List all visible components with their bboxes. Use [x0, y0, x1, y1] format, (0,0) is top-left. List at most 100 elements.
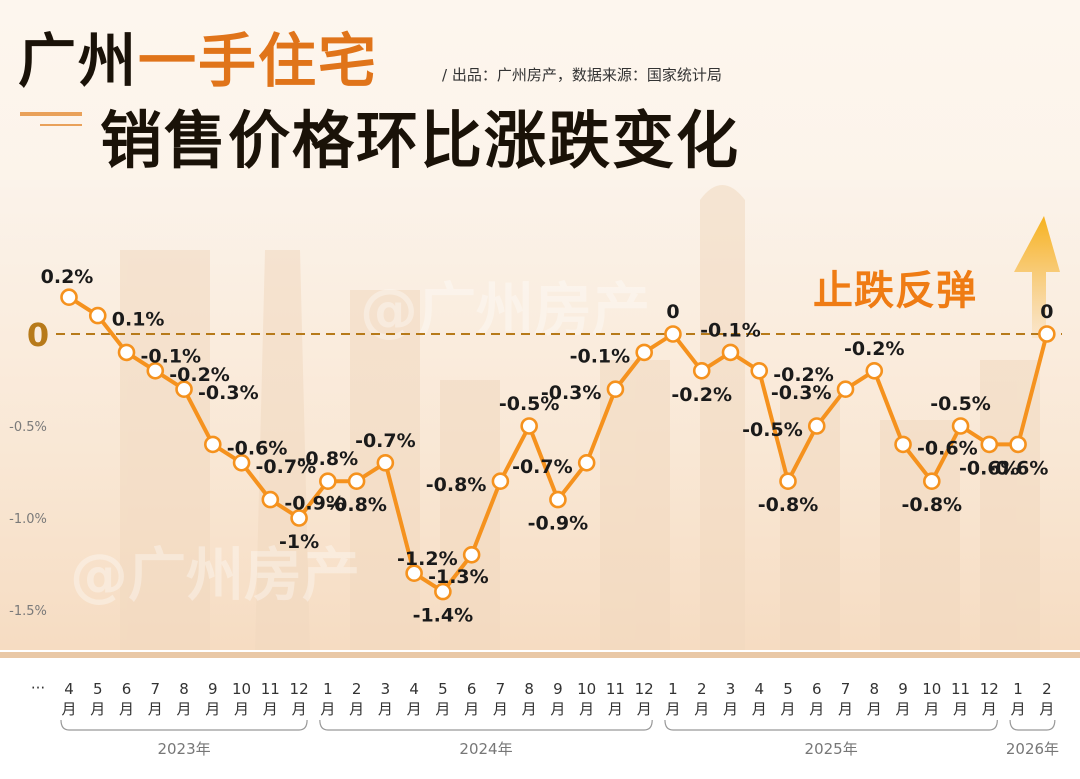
data-label: -0.6% — [917, 437, 978, 459]
data-point — [664, 325, 682, 343]
data-label: -0.6% — [988, 457, 1049, 479]
data-label: -0.3% — [541, 382, 602, 404]
data-point — [347, 472, 366, 491]
x-axis-ellipsis: ··· — [31, 679, 45, 697]
year-label: 2025年 — [805, 740, 858, 758]
data-point — [60, 288, 78, 307]
y-tick-label: -1.5% — [9, 604, 47, 619]
watermark-text: @广州房产 — [70, 541, 360, 609]
x-tick-month-char: 月 — [90, 700, 105, 718]
arrow-shape — [1014, 216, 1060, 338]
title-highlight: 一手住宅 — [138, 27, 379, 95]
y-tick-label: -1.0% — [9, 512, 47, 527]
data-label: -0.1% — [141, 345, 202, 367]
data-label: 0 — [1040, 301, 1053, 323]
x-tick-month-char: 月 — [608, 700, 623, 718]
title-prefix: 广州 — [18, 27, 139, 95]
data-labels: 0.2%0.1%-0.1%-0.2%-0.3%-0.6%-0.7%-0.9%-1… — [41, 266, 1054, 626]
x-tick-month: 1 — [1013, 680, 1023, 698]
x-tick-month-char: 月 — [205, 700, 220, 718]
watermark-text: @广州房产 — [360, 276, 650, 344]
x-tick-month-char: 月 — [119, 700, 134, 718]
x-tick-month-char: 月 — [982, 700, 997, 718]
x-tick-month: 4 — [64, 680, 74, 698]
x-tick-month-char: 月 — [694, 700, 709, 718]
x-tick-month: 1 — [323, 680, 333, 698]
x-tick-month-char: 月 — [292, 700, 307, 718]
data-label: -0.2% — [169, 364, 230, 386]
year-label: 2023年 — [157, 740, 210, 758]
title-dash — [20, 112, 82, 116]
x-tick-month: 5 — [438, 680, 448, 698]
x-tick-month: 10 — [232, 680, 251, 698]
x-tick-month-char: 月 — [61, 700, 76, 718]
x-tick-month: 6 — [467, 680, 477, 698]
x-tick-month: 2 — [1042, 680, 1052, 698]
data-point — [290, 509, 308, 527]
x-tick-month: 3 — [726, 680, 736, 698]
x-tick-month: 1 — [668, 680, 678, 698]
data-point — [232, 453, 251, 472]
x-tick-month-char: 月 — [263, 700, 278, 718]
data-label: -0.8% — [298, 448, 359, 470]
data-label: -0.7% — [256, 456, 317, 478]
data-label: -0.7% — [355, 430, 416, 452]
data-point — [577, 453, 596, 472]
data-label: -0.6% — [959, 457, 1020, 479]
data-point — [434, 582, 452, 601]
data-label: -1.4% — [413, 605, 474, 627]
x-tick-month: 5 — [93, 680, 103, 698]
y-axis: 0 -0.5% -1.0% -1.5% — [9, 316, 1062, 619]
x-tick-month: 8 — [524, 680, 534, 698]
x-tick-month-char: 月 — [953, 700, 968, 718]
x-tick-month: 7 — [496, 680, 506, 698]
data-label: -0.2% — [844, 338, 905, 360]
data-point — [175, 380, 193, 399]
year-label: 2026年 — [1006, 740, 1059, 758]
watermarks: @广州房产 @广州房产 — [70, 276, 650, 609]
data-point — [462, 545, 481, 564]
x-tick-month: 4 — [754, 680, 764, 698]
x-tick-month: 8 — [870, 680, 880, 698]
data-label: -0.8% — [758, 494, 819, 516]
data-point — [922, 472, 941, 491]
source-credit: / 出品：广州房产，数据来源：国家统计局 — [442, 66, 722, 84]
data-label: -0.3% — [771, 382, 832, 404]
data-label: -0.2% — [773, 364, 834, 386]
skyline-decoration — [120, 185, 1040, 650]
data-label: -0.1% — [700, 319, 761, 341]
year-label: 2024年 — [459, 740, 512, 758]
data-label: -1.3% — [428, 566, 489, 588]
data-label: -0.1% — [570, 345, 631, 367]
x-tick-month-char: 月 — [435, 700, 450, 718]
data-label: -0.8% — [426, 474, 487, 496]
x-tick-month: 2 — [352, 680, 362, 698]
data-point — [692, 361, 711, 380]
data-point — [779, 472, 797, 491]
x-tick-month-char: 月 — [780, 700, 795, 718]
data-label: -0.8% — [326, 494, 387, 516]
year-bracket — [319, 719, 653, 731]
rebound-arrow — [1014, 216, 1060, 338]
data-point — [606, 380, 625, 399]
data-label: 0.1% — [112, 309, 165, 331]
data-point — [750, 361, 769, 380]
data-label: -0.3% — [198, 382, 259, 404]
page-title-line2: 销售价格环比涨跌变化 — [100, 104, 741, 177]
x-tick-month-char: 月 — [665, 700, 680, 718]
x-tick-month: 11 — [606, 680, 625, 698]
data-label: -0.9% — [284, 493, 345, 515]
data-label: -0.7% — [512, 456, 573, 478]
data-label: -0.9% — [528, 513, 589, 535]
x-tick-month: 7 — [841, 680, 851, 698]
data-label: 0.2% — [41, 266, 94, 288]
x-tick-month: 3 — [381, 680, 391, 698]
x-tick-month-char: 月 — [838, 700, 853, 718]
data-point — [204, 435, 222, 454]
data-point — [980, 435, 999, 454]
x-tick-month-char: 月 — [637, 700, 652, 718]
data-point — [1009, 435, 1027, 454]
